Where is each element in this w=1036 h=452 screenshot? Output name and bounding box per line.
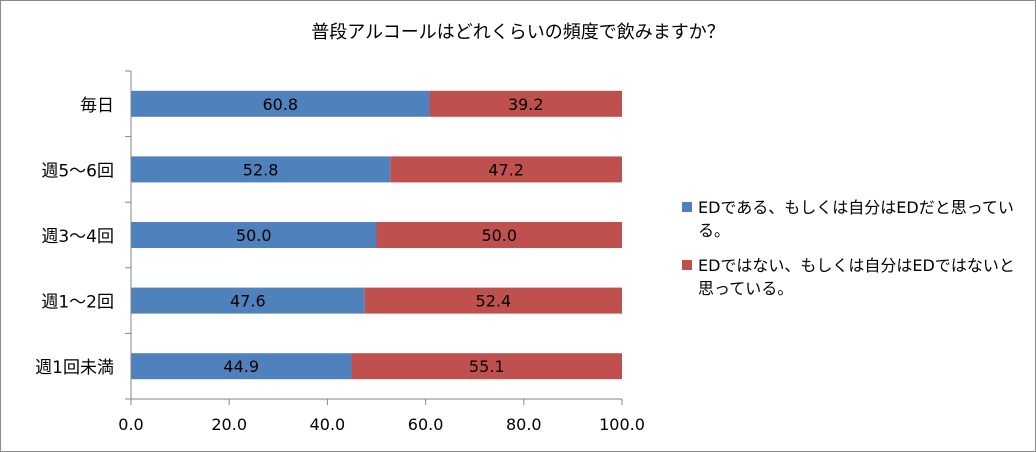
chart-title: 普段アルコールはどれくらいの頻度で飲みますか？ — [311, 22, 725, 43]
bar-segment-ed-0 — [131, 90, 430, 117]
category-label: 毎日 — [80, 96, 114, 116]
data-label: 50.0 — [481, 226, 517, 245]
bar-segment-ed-1 — [131, 156, 391, 183]
bar-segment-ed-3 — [131, 287, 365, 314]
bar-segment-not-ed-4 — [351, 353, 622, 380]
data-label: 52.8 — [243, 160, 279, 179]
data-label: 47.2 — [488, 160, 524, 179]
data-label: 47.6 — [230, 292, 266, 311]
x-tick-label: 100.0 — [599, 415, 645, 434]
category-label: 週3～4回 — [41, 227, 114, 247]
bar-segment-not-ed-0 — [429, 90, 622, 117]
data-label: 44.9 — [223, 357, 259, 376]
data-label: 55.1 — [469, 357, 505, 376]
data-label: 50.0 — [236, 226, 272, 245]
data-label: 52.4 — [476, 292, 512, 311]
legend-item-ed: EDである、もしくは自分はEDだと思っている。 — [682, 196, 1027, 242]
data-label: 39.2 — [508, 95, 544, 114]
bar-layer: 60.8 39.2 52.8 47.2 50.0 50.0 47.6 52.4 44.9 55.1 — [131, 90, 622, 380]
category-label: 週1回未満 — [35, 358, 114, 378]
x-tick-label: 0.0 — [118, 415, 143, 434]
x-tick-label: 80.0 — [506, 415, 542, 434]
x-tick-label: 20.0 — [211, 415, 247, 434]
category-label: 週1～2回 — [41, 293, 114, 313]
legend-swatch-not-ed — [682, 260, 692, 270]
bar-segment-ed-4 — [131, 353, 352, 380]
legend-label-not-ed: EDではない、もしくは自分はEDではないと思っている。 — [698, 256, 1015, 298]
legend-item-not-ed: EDではない、もしくは自分はEDではないと思っている。 — [682, 254, 1027, 300]
bar-segment-ed-2 — [131, 222, 377, 248]
data-label: 60.8 — [262, 95, 298, 114]
legend: EDである、もしくは自分はEDだと思っている。 EDではない、もしくは自分はED… — [682, 196, 1027, 312]
x-tick-label: 40.0 — [310, 415, 346, 434]
category-label: 週5～6回 — [41, 161, 114, 181]
legend-swatch-ed — [682, 202, 692, 212]
legend-label-ed: EDである、もしくは自分はEDだと思っている。 — [698, 198, 1014, 240]
bar-segment-not-ed-3 — [364, 287, 622, 314]
bar-segment-not-ed-1 — [390, 156, 622, 183]
x-tick-label: 60.0 — [408, 415, 444, 434]
bar-segment-not-ed-2 — [376, 222, 622, 248]
